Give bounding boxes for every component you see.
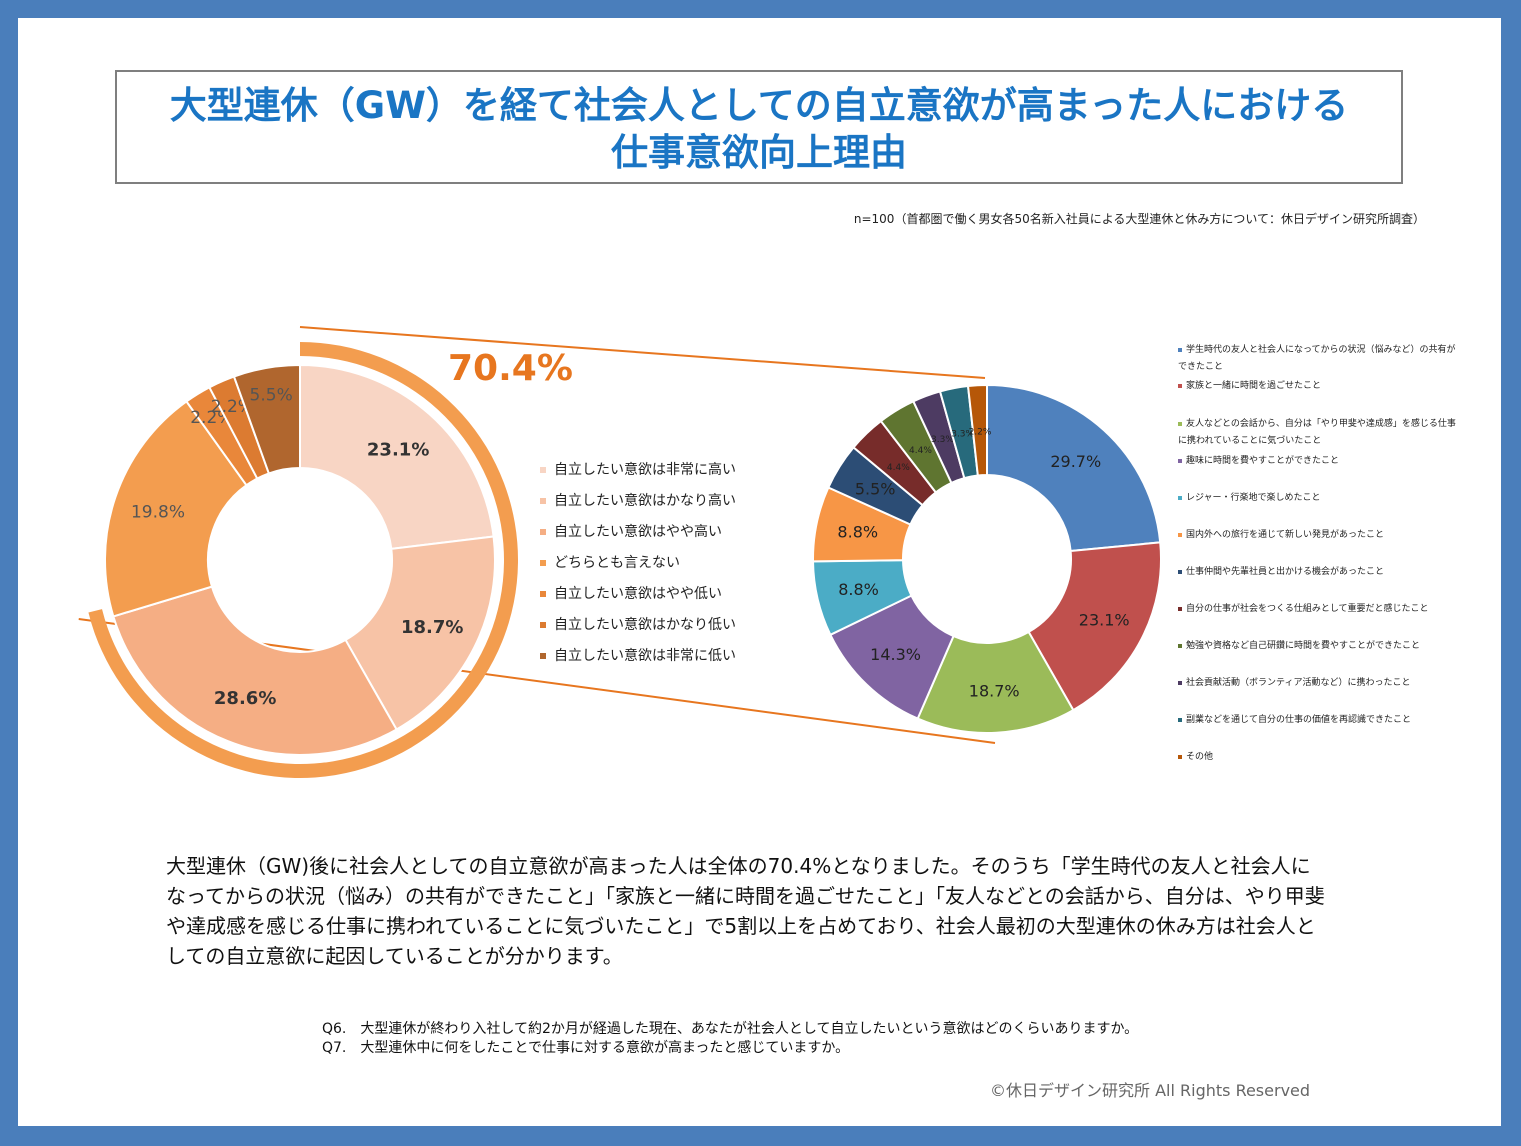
legend-swatch bbox=[1178, 347, 1182, 352]
slice-data-label: 4.4% bbox=[887, 463, 910, 473]
legend-swatch bbox=[1178, 754, 1182, 759]
legend-item: 自立したい意欲はかなり高い bbox=[540, 490, 736, 510]
donut-slice bbox=[232, 363, 301, 475]
legend-item: 家族と一緒に時間を過ごせたこと bbox=[1178, 378, 1458, 395]
slice-data-label: 29.7% bbox=[1050, 452, 1101, 471]
legend-swatch bbox=[540, 622, 546, 628]
legend-swatch bbox=[540, 560, 546, 566]
legend-item: 自立したい意欲はやや高い bbox=[540, 521, 722, 541]
legend-label: 自立したい意欲はかなり低い bbox=[554, 617, 736, 633]
legend-swatch bbox=[1178, 643, 1182, 648]
legend-item: 勉強や資格など自己研鑽に時間を費やすことができたこと bbox=[1178, 638, 1458, 655]
question-block: Q6. 大型連休が終わり入社して約2か月が経過した現在、あなたが社会人として自立… bbox=[322, 1020, 1138, 1058]
frame: 大型連休（GW）を経て社会人としての自立意欲が高まった人における 仕事意欲向上理… bbox=[18, 18, 1501, 1126]
legend-item: 仕事仲間や先輩社員と出かける機会があったこと bbox=[1178, 564, 1458, 581]
legend-swatch bbox=[1178, 421, 1182, 426]
legend-label: 自立したい意欲は非常に高い bbox=[554, 462, 736, 478]
legend-swatch bbox=[540, 591, 546, 597]
donut-chart-reasons: 29.7% 23.1% 18.7% 14.3% 8.8% 8.8% 5.5% 4.4% 4.4%… bbox=[812, 383, 1162, 734]
legend-swatch bbox=[540, 529, 546, 535]
legend-label: 勉強や資格など自己研鑽に時間を費やすことができたこと bbox=[1186, 641, 1421, 651]
slice-data-label: 18.7% bbox=[969, 681, 1020, 700]
legend-item: 友人などとの会話から、自分は「やり甲斐や達成感」を感じる仕事に携われていることに… bbox=[1178, 416, 1458, 450]
legend-item: 社会貢献活動（ボランティア活動など）に携わったこと bbox=[1178, 675, 1458, 692]
highlight-percentage: 70.4% bbox=[448, 348, 573, 389]
legend-label: 家族と一緒に時間を過ごせたこと bbox=[1186, 381, 1322, 391]
legend-label: 自立したい意欲はかなり高い bbox=[554, 493, 736, 509]
donut-slice bbox=[344, 535, 496, 731]
slice-data-label: 5.5% bbox=[855, 479, 896, 498]
legend-swatch bbox=[1178, 717, 1182, 722]
legend-swatch bbox=[1178, 606, 1182, 611]
legend-label: 自分の仕事が社会をつくる仕組みとして重要だと感じたこと bbox=[1186, 604, 1429, 614]
legend-label: 社会貢献活動（ボランティア活動など）に携わったこと bbox=[1186, 678, 1411, 688]
legend-swatch bbox=[540, 498, 546, 504]
legend-label: 自立したい意欲はやや高い bbox=[554, 524, 722, 540]
legend-swatch bbox=[1178, 458, 1182, 463]
slice-data-label: 14.3% bbox=[870, 645, 921, 664]
page-title-line-2: 仕事意欲向上理由 bbox=[611, 131, 907, 174]
copyright: ©休日デザイン研究所 All Rights Reserved bbox=[990, 1081, 1311, 1100]
legend-item: 自立したい意欲はかなり低い bbox=[540, 614, 736, 634]
legend-item: 自立したい意欲は非常に高い bbox=[540, 459, 736, 479]
legend-item: どちらとも言えない bbox=[540, 552, 680, 572]
legend-item: 国内外への旅行を通じて新しい発見があったこと bbox=[1178, 527, 1458, 544]
title-box: 大型連休（GW）を経て社会人としての自立意欲が高まった人における 仕事意欲向上理… bbox=[115, 70, 1403, 184]
donut-chart-confidence: 23.1%18.7%28.6%19.8%2.2%2.2%5.5% bbox=[104, 363, 496, 756]
legend-label: 自立したい意欲はやや低い bbox=[554, 586, 722, 602]
legend-label: レジャー・行楽地で楽しめたこと bbox=[1186, 493, 1321, 503]
legend-label: 友人などとの会話から、自分は「やり甲斐や達成感」を感じる仕事に携われていることに… bbox=[1178, 419, 1456, 446]
legend-item: 学生時代の友人と社会人になってからの状況（悩みなど）の共有ができたこと bbox=[1178, 342, 1458, 376]
legend-swatch bbox=[1178, 495, 1182, 500]
slice-data-label: 18.7% bbox=[401, 617, 463, 638]
legend-label: どちらとも言えない bbox=[554, 555, 680, 571]
legend-label: 副業などを通じて自分の仕事の価値を再認識できたこと bbox=[1186, 715, 1412, 725]
page-title-line-1: 大型連休（GW）を経て社会人としての自立意欲が高まった人における bbox=[169, 84, 1349, 127]
donut-slice bbox=[986, 383, 1162, 553]
legend-label: 学生時代の友人と社会人になってからの状況（悩みなど）の共有ができたこと bbox=[1178, 345, 1456, 372]
slice-data-label: 23.1% bbox=[367, 440, 429, 461]
survey-note: n=100（首都圏で働く男女各50名新入社員による大型連休と休み方について：休日… bbox=[853, 212, 1425, 226]
legend-swatch bbox=[540, 467, 546, 473]
legend-swatch bbox=[1178, 680, 1182, 685]
donut-slice bbox=[299, 363, 495, 551]
legend-label: 趣味に時間を費やすことができたこと bbox=[1186, 456, 1340, 466]
legend-swatch bbox=[540, 653, 546, 659]
summary-text: 大型連休（GW)後に社会人としての自立意欲が高まった人は全体の70.4%となりま… bbox=[166, 854, 1325, 968]
legend-label: 仕事仲間や先輩社員と出かける機会があったこと bbox=[1186, 567, 1385, 577]
legend-item: 自立したい意欲はやや低い bbox=[540, 583, 722, 603]
legend-swatch bbox=[1178, 532, 1182, 537]
slice-data-label: 23.1% bbox=[1079, 610, 1130, 629]
question-q6: Q6. 大型連休が終わり入社して約2か月が経過した現在、あなたが社会人として自立… bbox=[322, 1021, 1139, 1037]
legend-item: 自立したい意欲は非常に低い bbox=[540, 645, 736, 665]
slice-data-label: 8.8% bbox=[838, 580, 879, 599]
slice-data-label: 28.6% bbox=[214, 688, 276, 709]
legend-label: その他 bbox=[1186, 752, 1214, 762]
legend-item: その他 bbox=[1178, 749, 1458, 766]
question-q7: Q7. 大型連休中に何をしたことで仕事に対する意欲が高まったと感じていますか。 bbox=[322, 1040, 850, 1056]
legend-swatch bbox=[1178, 569, 1182, 574]
slice-data-label: 3.3% bbox=[931, 435, 954, 445]
slice-data-label: 2.2% bbox=[969, 427, 992, 437]
slice-data-label: 19.8% bbox=[131, 503, 185, 523]
legend-label: 自立したい意欲は非常に低い bbox=[554, 648, 736, 664]
donut-slice bbox=[104, 400, 248, 618]
donut-slice bbox=[966, 383, 988, 477]
legend-item: 自分の仕事が社会をつくる仕組みとして重要だと感じたこと bbox=[1178, 601, 1458, 618]
slice-data-label: 8.8% bbox=[837, 523, 878, 542]
slice-data-label: 3.3% bbox=[951, 429, 974, 439]
donut-slice bbox=[1027, 541, 1162, 712]
donut-slice bbox=[112, 585, 398, 756]
slice-data-label: 4.4% bbox=[909, 446, 932, 456]
slice-data-label: 5.5% bbox=[250, 385, 293, 405]
legend-item: レジャー・行楽地で楽しめたこと bbox=[1178, 490, 1458, 507]
legend-label: 国内外への旅行を通じて新しい発見があったこと bbox=[1186, 530, 1385, 540]
connector-line-top bbox=[299, 326, 986, 379]
legend-item: 副業などを通じて自分の仕事の価値を再認識できたこと bbox=[1178, 712, 1458, 729]
legend-item: 趣味に時間を費やすことができたこと bbox=[1178, 453, 1458, 470]
legend-swatch bbox=[1178, 383, 1182, 388]
